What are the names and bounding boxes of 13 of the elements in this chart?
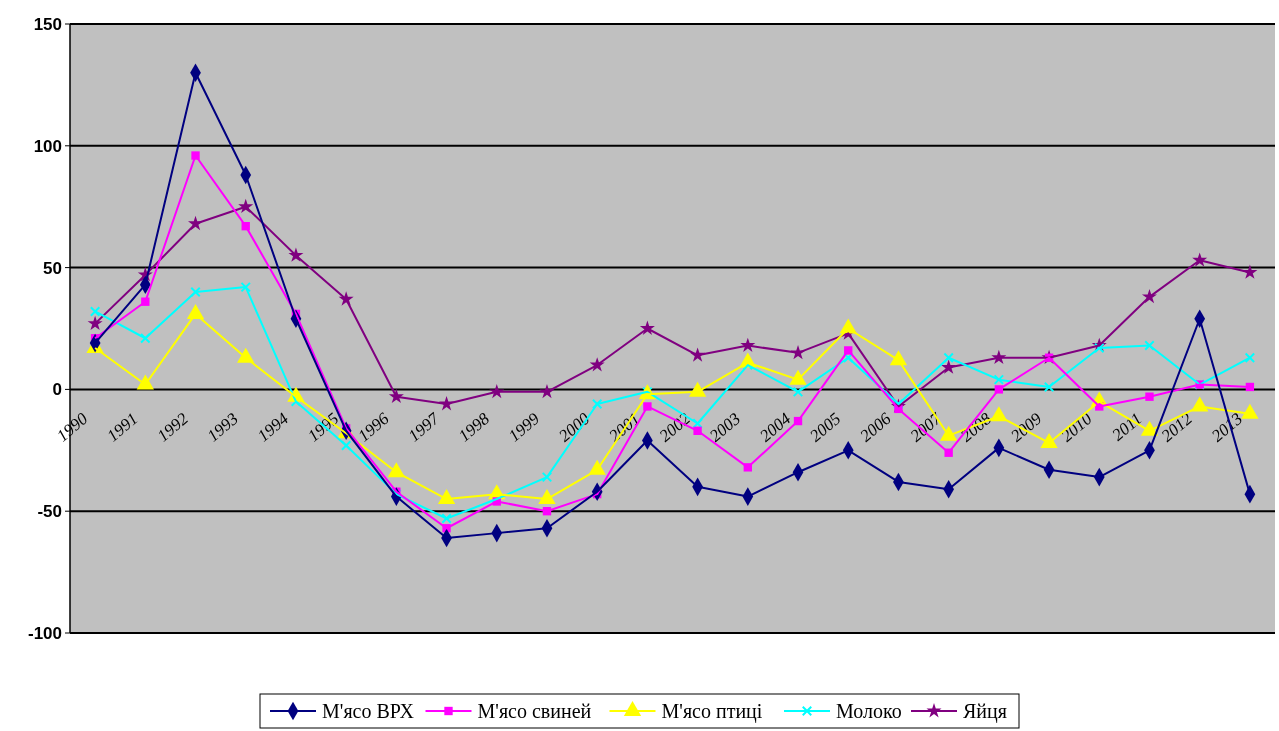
legend-label: Яйця xyxy=(963,700,1007,723)
y-tick-label: -100 xyxy=(27,623,62,643)
y-tick-label: 0 xyxy=(52,380,62,400)
y-tick-label: 150 xyxy=(33,14,62,34)
y-tick-label: 100 xyxy=(33,136,62,156)
point xyxy=(87,315,103,331)
y-tick-label: 50 xyxy=(43,258,62,278)
y-tick-label: -50 xyxy=(37,502,62,522)
x-tick-label: 2011 xyxy=(1108,409,1146,445)
legend-label: Молоко xyxy=(836,700,902,722)
legend-label: М'ясо птиці xyxy=(661,700,763,723)
legend-label: М'ясо свиней xyxy=(477,700,592,722)
legend-label: М'ясо ВРХ xyxy=(322,700,415,722)
